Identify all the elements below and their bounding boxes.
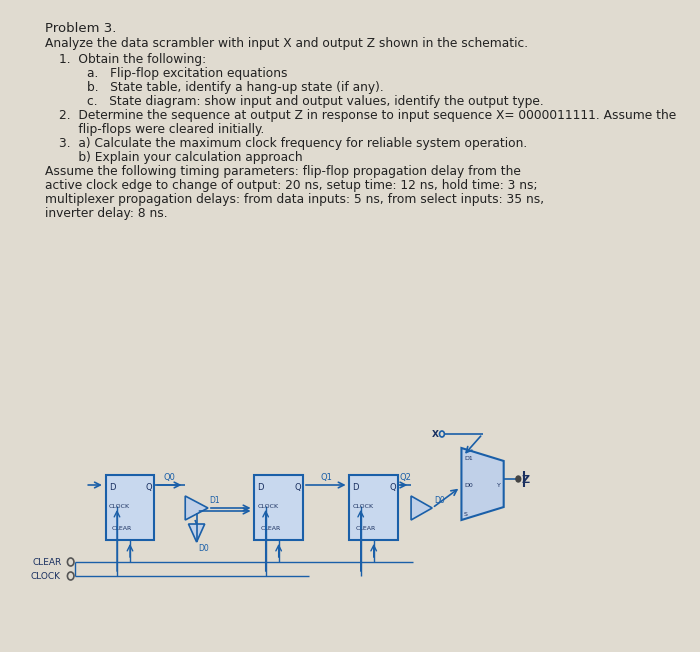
Text: D1: D1 [464, 456, 473, 461]
Circle shape [67, 572, 74, 580]
Text: D0: D0 [198, 544, 209, 553]
Text: active clock edge to change of output: 20 ns, setup time: 12 ns, hold time: 3 ns: active clock edge to change of output: 2… [45, 179, 537, 192]
Text: D0: D0 [464, 483, 473, 488]
Text: S: S [464, 512, 468, 517]
Text: Q: Q [389, 483, 396, 492]
Text: CLOCK: CLOCK [353, 504, 374, 509]
Text: 1.  Obtain the following:: 1. Obtain the following: [60, 53, 206, 66]
Bar [254, 475, 303, 540]
Text: flip-flops were cleared initially.: flip-flops were cleared initially. [60, 123, 265, 136]
Polygon shape [411, 496, 432, 520]
Text: CLEAR: CLEAR [356, 526, 376, 531]
Text: CLOCK: CLOCK [109, 504, 130, 509]
Text: inverter delay: 8 ns.: inverter delay: 8 ns. [45, 207, 167, 220]
Polygon shape [186, 496, 208, 520]
Text: Problem 3.: Problem 3. [45, 22, 116, 35]
Text: D: D [109, 483, 116, 492]
Text: 3.  a) Calculate the maximum clock frequency for reliable system operation.: 3. a) Calculate the maximum clock freque… [60, 137, 528, 150]
Text: c.   State diagram: show input and output values, identify the output type.: c. State diagram: show input and output … [87, 95, 544, 108]
Text: Assume the following timing parameters: flip-flop propagation delay from the: Assume the following timing parameters: … [45, 165, 521, 178]
Text: Q1: Q1 [321, 473, 332, 482]
Text: CLEAR: CLEAR [112, 526, 132, 531]
Bar [106, 475, 155, 540]
Text: b.   State table, identify a hang-up state (if any).: b. State table, identify a hang-up state… [87, 81, 384, 94]
Text: a.   Flip-flop excitation equations: a. Flip-flop excitation equations [87, 67, 288, 80]
Text: CLOCK: CLOCK [258, 504, 279, 509]
Text: multiplexer propagation delays: from data inputs: 5 ns, from select inputs: 35 n: multiplexer propagation delays: from dat… [45, 193, 544, 206]
Text: 2.  Determine the sequence at output Z in response to input sequence X= 00000111: 2. Determine the sequence at output Z in… [60, 109, 677, 122]
Circle shape [67, 558, 74, 566]
Circle shape [516, 476, 521, 482]
Text: Q: Q [146, 483, 152, 492]
Polygon shape [188, 524, 204, 542]
Text: Q0: Q0 [163, 473, 175, 482]
Text: Q: Q [294, 483, 301, 492]
Text: D0: D0 [434, 496, 444, 505]
Bar [349, 475, 398, 540]
Text: D1: D1 [209, 496, 220, 505]
Text: CLEAR: CLEAR [261, 526, 281, 531]
Text: D: D [258, 483, 264, 492]
Text: D: D [353, 483, 359, 492]
Text: X: X [432, 430, 439, 439]
Text: CLEAR: CLEAR [32, 558, 62, 567]
Text: CLOCK: CLOCK [31, 572, 61, 581]
Text: Analyze the data scrambler with input X and output Z shown in the schematic.: Analyze the data scrambler with input X … [45, 37, 528, 50]
Text: Y: Y [497, 483, 501, 488]
Text: Q2: Q2 [400, 473, 412, 482]
Text: Z: Z [522, 475, 530, 485]
Polygon shape [461, 448, 504, 520]
Circle shape [440, 431, 444, 437]
Text: b) Explain your calculation approach: b) Explain your calculation approach [60, 151, 303, 164]
